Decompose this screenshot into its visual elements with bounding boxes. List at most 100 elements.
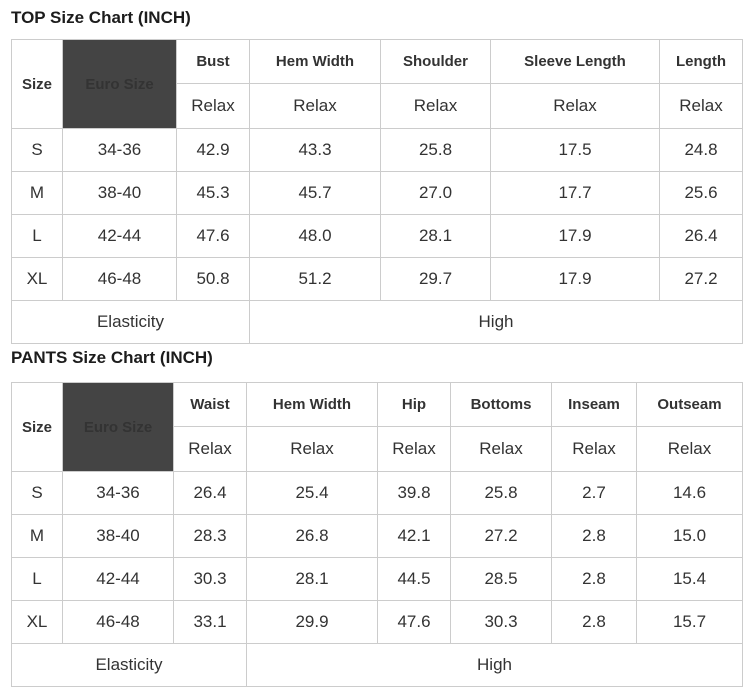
value-cell: 30.3	[450, 600, 552, 644]
value-cell: 45.3	[176, 171, 250, 215]
value-cell: 25.8	[380, 128, 491, 172]
value-cell: 30.3	[173, 557, 247, 601]
value-cell: 25.4	[246, 471, 378, 515]
top-fit-shoulder: Relax	[380, 83, 491, 129]
value-cell: 17.9	[490, 257, 660, 301]
size-cell: S	[11, 128, 63, 172]
pants-fit-waist: Relax	[173, 426, 247, 472]
elasticity-label-cell: Elasticity	[11, 643, 247, 687]
pants-row-l: L 42-44 30.3 28.1 44.5 28.5 2.8 15.4	[11, 557, 743, 601]
top-elasticity-row: Elasticity High	[11, 300, 743, 344]
elasticity-value-cell: High	[246, 643, 743, 687]
top-header-row-fit: Relax Relax Relax Relax Relax	[12, 83, 743, 129]
top-fit-bust: Relax	[176, 83, 250, 129]
pants-fit-outseam: Relax	[636, 426, 743, 472]
euro-size-cell: 46-48	[62, 600, 174, 644]
top-column-sleeve-length: Sleeve Length	[490, 39, 660, 84]
top-row-xl: XL 46-48 50.8 51.2 29.7 17.9 27.2	[11, 257, 743, 301]
pants-column-inseam: Inseam	[551, 382, 637, 427]
top-column-length: Length	[659, 39, 743, 84]
size-cell: M	[11, 171, 63, 215]
value-cell: 2.7	[551, 471, 637, 515]
value-cell: 28.3	[173, 514, 247, 558]
value-cell: 27.2	[659, 257, 743, 301]
value-cell: 33.1	[173, 600, 247, 644]
value-cell: 15.0	[636, 514, 743, 558]
pants-fit-hem-width: Relax	[246, 426, 378, 472]
pants-chart-title: PANTS Size Chart (INCH)	[11, 348, 213, 367]
size-cell: L	[11, 557, 63, 601]
value-cell: 42.9	[176, 128, 250, 172]
top-header-row-labels: Size Euro Size Bust Hem Width Shoulder S…	[11, 39, 743, 129]
value-cell: 48.0	[249, 214, 381, 258]
value-cell: 29.9	[246, 600, 378, 644]
size-cell: XL	[11, 257, 63, 301]
value-cell: 47.6	[377, 600, 451, 644]
top-column-hem-width: Hem Width	[249, 39, 381, 84]
value-cell: 27.0	[380, 171, 491, 215]
pants-row-m: M 38-40 28.3 26.8 42.1 27.2 2.8 15.0	[11, 514, 743, 558]
top-fit-length: Relax	[659, 83, 743, 129]
value-cell: 26.4	[173, 471, 247, 515]
pants-column-outseam: Outseam	[636, 382, 743, 427]
value-cell: 28.1	[246, 557, 378, 601]
value-cell: 17.7	[490, 171, 660, 215]
pants-fit-hip: Relax	[377, 426, 451, 472]
value-cell: 25.8	[450, 471, 552, 515]
euro-size-cell: 42-44	[62, 557, 174, 601]
pants-size-header-cell: Size	[11, 382, 63, 472]
value-cell: 2.8	[551, 600, 637, 644]
value-cell: 47.6	[176, 214, 250, 258]
value-cell: 24.8	[659, 128, 743, 172]
pants-row-s: S 34-36 26.4 25.4 39.8 25.8 2.7 14.6	[11, 471, 743, 515]
pants-elasticity-row: Elasticity High	[11, 643, 743, 687]
pants-column-bottoms: Bottoms	[450, 382, 552, 427]
pants-column-waist: Waist	[173, 382, 247, 427]
pants-column-hip: Hip	[377, 382, 451, 427]
size-cell: L	[11, 214, 63, 258]
value-cell: 15.7	[636, 600, 743, 644]
pants-header-row-fit: Relax Relax Relax Relax Relax Relax	[12, 426, 743, 472]
value-cell: 28.5	[450, 557, 552, 601]
value-cell: 2.8	[551, 514, 637, 558]
value-cell: 50.8	[176, 257, 250, 301]
value-cell: 28.1	[380, 214, 491, 258]
euro-size-cell: 38-40	[62, 171, 177, 215]
top-column-shoulder: Shoulder	[380, 39, 491, 84]
top-fit-hem-width: Relax	[249, 83, 381, 129]
top-row-l: L 42-44 47.6 48.0 28.1 17.9 26.4	[11, 214, 743, 258]
top-chart-title: TOP Size Chart (INCH)	[11, 8, 191, 27]
pants-column-hem-width: Hem Width	[246, 382, 378, 427]
value-cell: 26.8	[246, 514, 378, 558]
euro-size-cell: 46-48	[62, 257, 177, 301]
pants-header-row-labels: Size Euro Size Waist Hem Width Hip Botto…	[11, 382, 743, 472]
pants-fit-inseam: Relax	[551, 426, 637, 472]
euro-size-cell: 38-40	[62, 514, 174, 558]
top-column-bust: Bust	[176, 39, 250, 84]
size-cell: S	[11, 471, 63, 515]
value-cell: 44.5	[377, 557, 451, 601]
top-euro-size-header-cell: Euro Size	[62, 39, 177, 129]
value-cell: 39.8	[377, 471, 451, 515]
value-cell: 15.4	[636, 557, 743, 601]
value-cell: 42.1	[377, 514, 451, 558]
elasticity-value-cell: High	[249, 300, 743, 344]
pants-euro-size-header-cell: Euro Size	[62, 382, 174, 472]
euro-size-cell: 34-36	[62, 471, 174, 515]
value-cell: 45.7	[249, 171, 381, 215]
pants-row-xl: XL 46-48 33.1 29.9 47.6 30.3 2.8 15.7	[11, 600, 743, 644]
top-row-m: M 38-40 45.3 45.7 27.0 17.7 25.6	[11, 171, 743, 215]
pants-size-chart-table: Size Euro Size Waist Hem Width Hip Botto…	[11, 382, 743, 687]
value-cell: 2.8	[551, 557, 637, 601]
value-cell: 43.3	[249, 128, 381, 172]
pants-fit-bottoms: Relax	[450, 426, 552, 472]
size-cell: XL	[11, 600, 63, 644]
top-size-header-cell: Size	[11, 39, 63, 129]
value-cell: 14.6	[636, 471, 743, 515]
value-cell: 51.2	[249, 257, 381, 301]
top-fit-sleeve-length: Relax	[490, 83, 660, 129]
value-cell: 27.2	[450, 514, 552, 558]
value-cell: 26.4	[659, 214, 743, 258]
top-row-s: S 34-36 42.9 43.3 25.8 17.5 24.8	[11, 128, 743, 172]
euro-size-cell: 42-44	[62, 214, 177, 258]
